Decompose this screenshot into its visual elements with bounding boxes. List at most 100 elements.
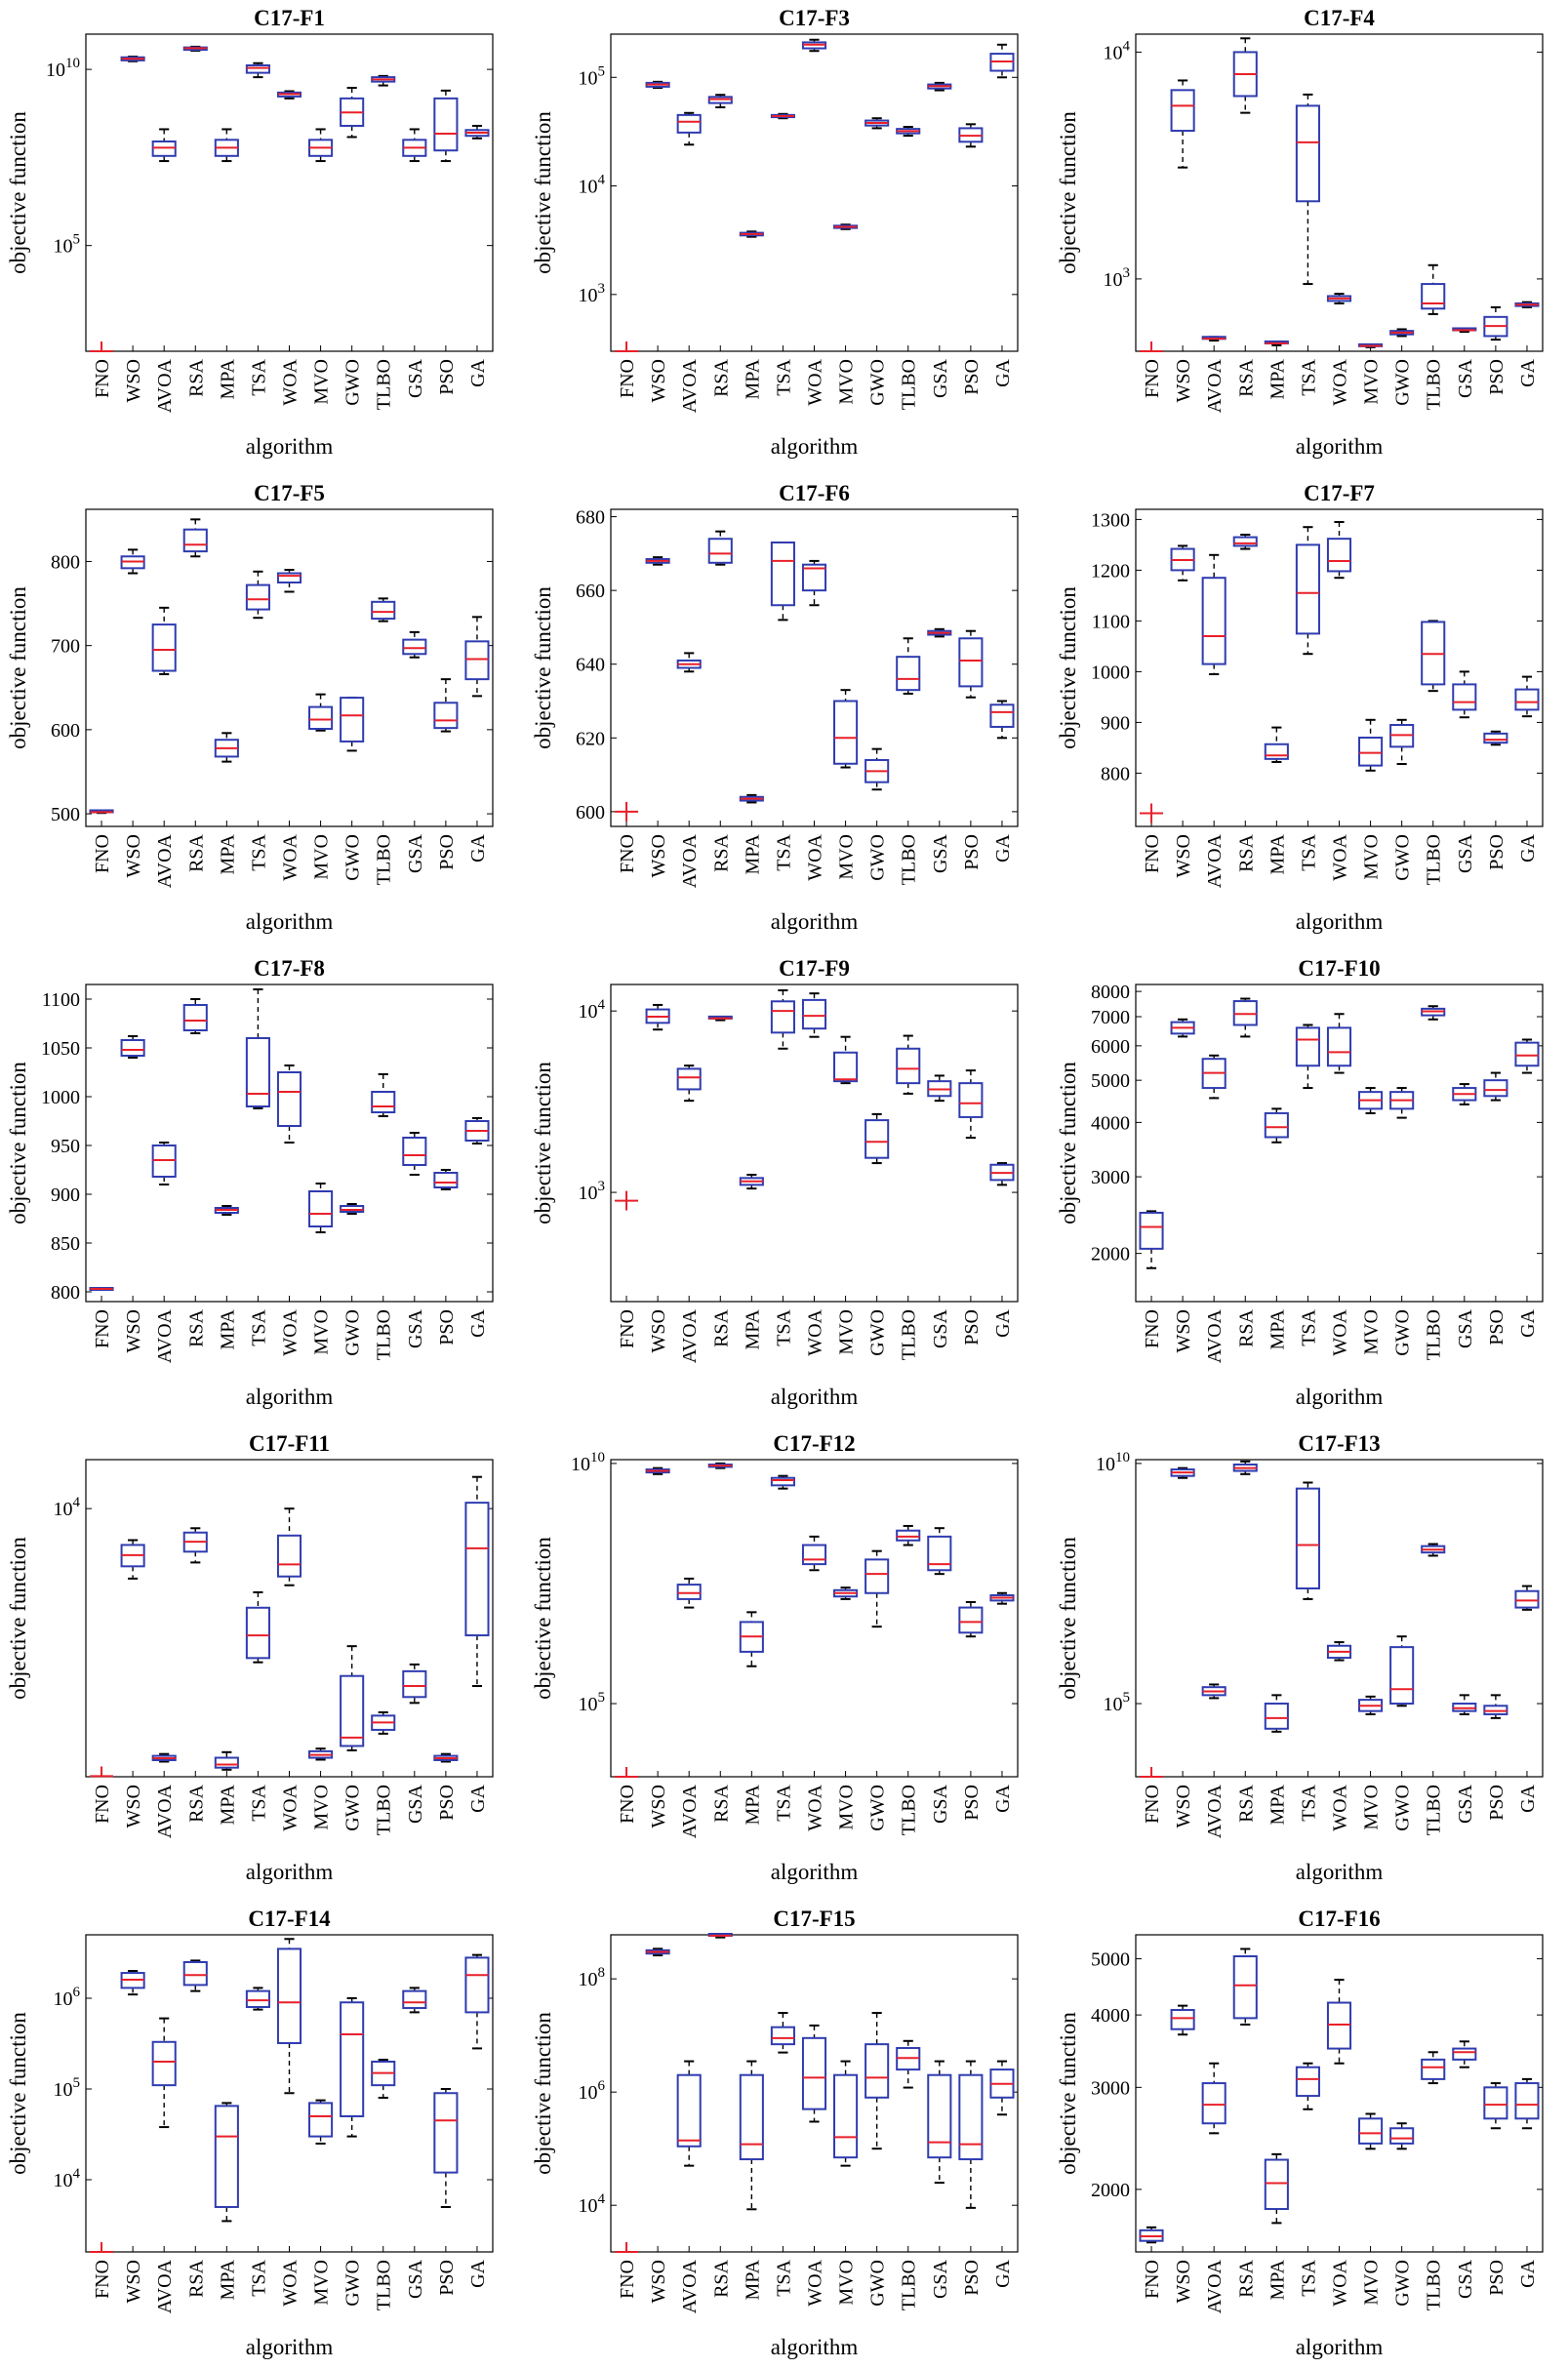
box-gsa [402, 630, 427, 659]
x-tick-label: GWO [342, 1309, 364, 1356]
x-tick-label: TLBO [899, 1785, 920, 1835]
box-gsa [1452, 2040, 1477, 2068]
x-tick-label: TSA [248, 833, 269, 870]
x-tick-label: GWO [1392, 1785, 1414, 1831]
box-fno [615, 341, 639, 352]
y-axis-label: objective function [531, 2012, 555, 2175]
box-rsa [1232, 1947, 1258, 2026]
box-iqr [1514, 688, 1540, 711]
box-mvo [833, 1035, 859, 1085]
y-tick-label: 103 [579, 1179, 606, 1204]
box-iqr [1264, 2158, 1289, 2211]
box-avoa [1201, 2062, 1226, 2135]
x-tick-label: GSA [1455, 833, 1476, 873]
box-iqr [770, 2026, 795, 2046]
box-iqr [833, 700, 859, 765]
x-axis-label: algorithm [1296, 2335, 1384, 2359]
y-tick-label: 500 [51, 804, 80, 825]
box-avoa [151, 128, 177, 163]
box-avoa [151, 606, 177, 675]
y-axis-label: objective function [531, 1062, 555, 1225]
x-tick-label: GSA [1455, 2259, 1476, 2299]
box-iqr [801, 1544, 827, 1566]
box-gsa [1452, 1694, 1477, 1715]
box-iqr [1389, 1646, 1415, 1706]
box-pso [958, 123, 984, 148]
x-tick-label: WOA [1330, 833, 1351, 880]
box-mpa [214, 1750, 239, 1771]
x-tick-label: TSA [773, 833, 794, 870]
box-pso [958, 1069, 984, 1140]
box-iqr [276, 1947, 302, 2045]
chart-c17-f3: C17-F3 103 104 105 FNO WSO AVOA RSA MPA TSA WOA MVO… [525, 0, 1032, 468]
x-tick-label: TLBO [1424, 834, 1445, 885]
box-tlbo [1421, 263, 1446, 315]
box-iqr [1264, 743, 1289, 760]
x-tick-label: WSO [123, 359, 144, 402]
box-pso [1483, 1694, 1508, 1719]
box-iqr [1232, 1955, 1258, 2020]
x-tick-label: RSA [185, 358, 207, 396]
box-iqr [340, 697, 365, 743]
x-tick-label: MPA [1266, 358, 1288, 399]
box-wso [1170, 2004, 1195, 2036]
box-iqr [308, 705, 334, 731]
box-fno [1140, 1767, 1164, 1778]
box-mvo [1358, 2112, 1384, 2150]
x-tick-label: MVO [836, 1309, 858, 1355]
chart-svg: C17-F15 104 106 108 FNO WSO AVOA RSA MPA TSA WOA MV… [531, 1907, 1019, 2359]
box-mpa [739, 793, 764, 804]
chart-c17-f12: C17-F12 105 1010 FNO WSO AVOA RSA MPA TSA WOA MVO G… [525, 1425, 1032, 1894]
x-axis-label: algorithm [246, 1385, 334, 1409]
box-iqr [433, 2092, 459, 2174]
x-tick-label: WOA [280, 1308, 302, 1355]
x-tick-label: RSA [185, 833, 207, 871]
box-ga [464, 1475, 490, 1688]
box-iqr [464, 640, 490, 681]
x-tick-label: PSO [961, 1309, 983, 1345]
x-tick-label: RSA [1235, 2259, 1257, 2297]
y-tick-label: 1200 [1091, 560, 1130, 582]
box-mpa [739, 230, 764, 238]
y-tick-label: 108 [579, 1965, 606, 1990]
box-wso [1170, 1466, 1195, 1479]
box-iqr [245, 1989, 270, 2009]
box-iqr [1483, 2086, 1508, 2120]
box-iqr [1139, 1211, 1164, 1250]
box-iqr [1421, 283, 1446, 310]
y-tick-label: 700 [51, 636, 80, 658]
chart-svg: C17-F4 103 104 FNO WSO AVOA RSA MPA TSA WOA MVO GWO… [1056, 6, 1544, 459]
x-tick-label: MVO [836, 359, 858, 405]
box-gsa [402, 1132, 427, 1176]
box-gsa [1452, 1083, 1477, 1105]
y-tick-label: 1000 [1091, 662, 1130, 683]
y-tick-label: 104 [579, 173, 606, 198]
y-tick-label: 680 [576, 507, 605, 529]
box-fno [615, 801, 639, 822]
x-tick-label: FNO [1142, 1309, 1163, 1348]
box-woa [1326, 1979, 1352, 2065]
x-tick-label: WSO [648, 834, 669, 877]
box-iqr [676, 113, 702, 134]
x-tick-label: RSA [710, 2259, 732, 2297]
box-gwo [1389, 1087, 1415, 1119]
box-iqr [402, 1669, 427, 1699]
y-tick-label: 105 [54, 2075, 81, 2101]
box-fno [615, 2242, 639, 2253]
x-tick-label: FNO [92, 359, 113, 398]
x-tick-label: MPA [742, 1308, 763, 1349]
x-tick-label: GA [467, 2259, 489, 2287]
box-ga [989, 2060, 1015, 2116]
box-tsa [770, 1474, 795, 1490]
x-tick-label: TSA [1298, 1308, 1319, 1345]
box-woa [1326, 1641, 1352, 1662]
x-tick-label: RSA [1235, 358, 1257, 396]
y-axis-label: objective function [6, 1062, 30, 1225]
y-tick-label: 105 [1104, 1690, 1131, 1715]
box-gsa [402, 1987, 427, 2014]
x-tick-label: WOA [805, 1308, 826, 1355]
x-tick-label: GSA [930, 2259, 951, 2299]
box-tsa [770, 2012, 795, 2054]
y-axis-label: objective function [531, 1537, 555, 1700]
x-tick-label: WSO [123, 834, 144, 877]
